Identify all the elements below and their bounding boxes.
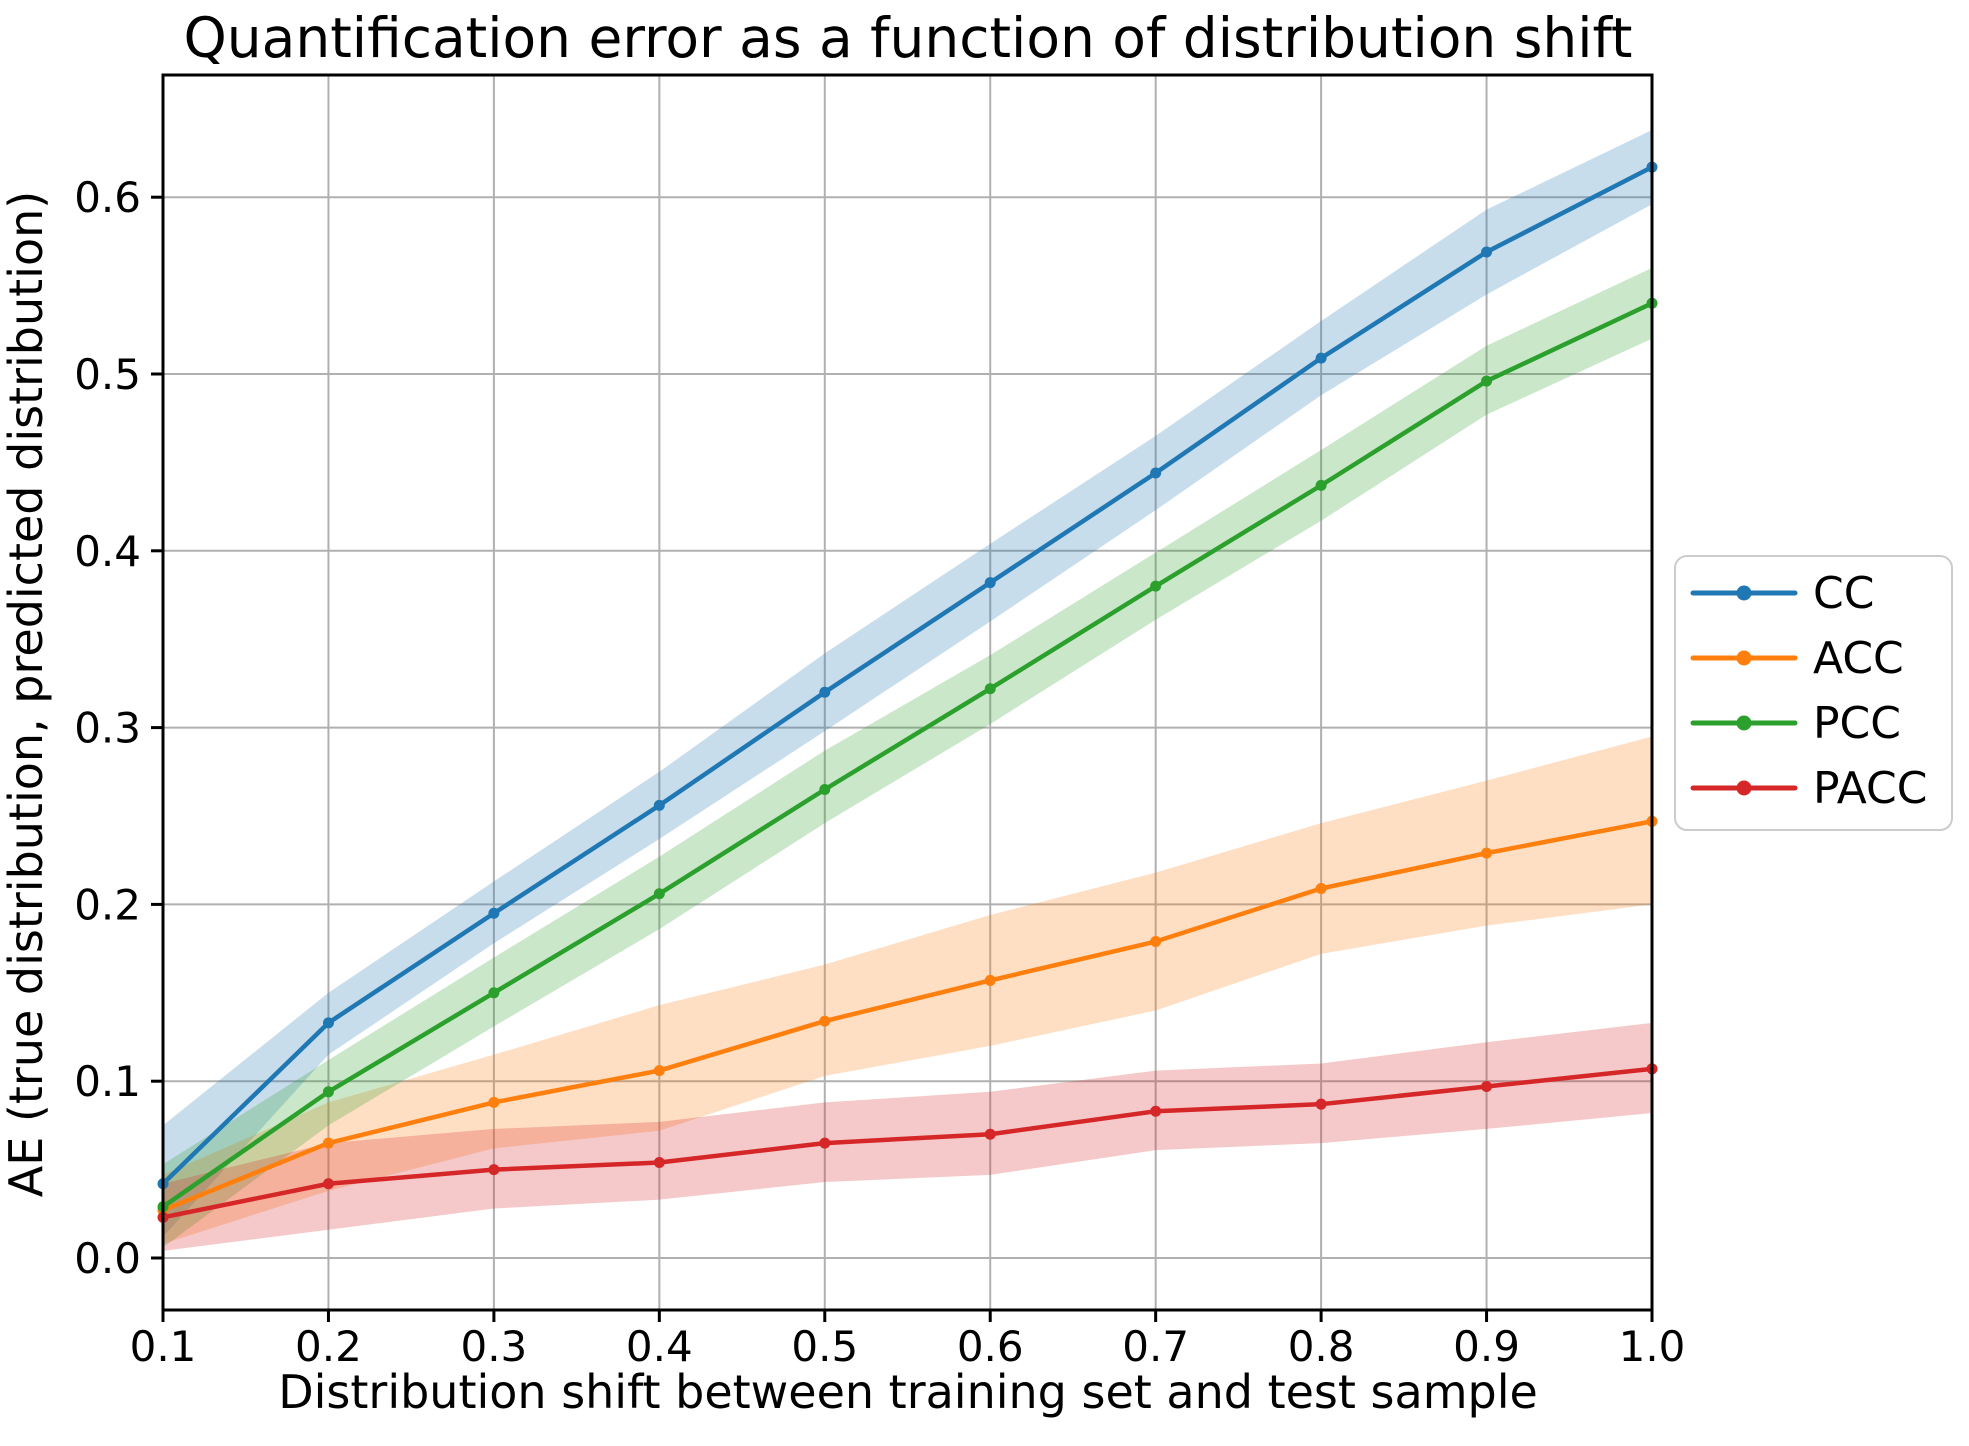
- y-tick-label: 0.3: [74, 704, 141, 753]
- data-point-pacc: [1481, 1081, 1493, 1093]
- confidence-band-acc: [163, 736, 1652, 1244]
- legend-marker: [1736, 780, 1752, 796]
- legend-marker: [1736, 715, 1752, 731]
- data-point-pcc: [322, 1086, 334, 1098]
- data-point-pcc: [1481, 375, 1493, 387]
- axes-spine-layer: [161, 73, 1654, 1312]
- data-point-acc: [653, 1065, 665, 1077]
- x-tick-label: 0.1: [130, 1322, 197, 1371]
- legend-item-pcc: PCC: [1690, 698, 1901, 749]
- data-point-pcc: [984, 683, 996, 695]
- series-line-pcc: [160, 301, 1655, 1209]
- legend-box: [1674, 555, 1953, 831]
- data-point-pacc: [1150, 1105, 1162, 1117]
- x-axis-label: Distribution shift between training set …: [278, 1365, 1538, 1419]
- x-tick-label: 0.4: [626, 1322, 693, 1371]
- x-tick-label: 0.9: [1453, 1322, 1520, 1371]
- x-tick-label: 0.8: [1288, 1322, 1355, 1371]
- data-point-acc: [1481, 847, 1493, 859]
- data-point-cc: [1481, 246, 1493, 258]
- data-point-cc: [984, 577, 996, 589]
- y-axis-label: AE (true distribution, predicted distrib…: [0, 191, 53, 1197]
- data-point-cc: [488, 907, 500, 919]
- data-point-pcc: [1150, 580, 1162, 592]
- y-tick-label: 0.4: [74, 527, 141, 576]
- plot-border: [161, 73, 1654, 1312]
- x-tick-label: 0.7: [1122, 1322, 1189, 1371]
- data-point-pacc: [653, 1157, 665, 1169]
- y-tick-label: 0.2: [74, 880, 141, 929]
- chart-title: Quantification error as a function of di…: [184, 6, 1633, 70]
- data-point-pcc: [488, 987, 500, 999]
- data-point-pacc: [1315, 1098, 1327, 1110]
- x-tick-label: 1.0: [1619, 1322, 1686, 1371]
- legend: CC ACC PCC PACC: [1674, 555, 1953, 831]
- x-tick-label: 0.2: [295, 1322, 362, 1371]
- confidence-band-layer: [163, 130, 1652, 1251]
- legend-label: PCC: [1813, 698, 1901, 749]
- data-point-pacc: [322, 1178, 334, 1190]
- legend-label: PACC: [1813, 763, 1928, 814]
- data-point-pacc: [819, 1137, 831, 1149]
- y-tick-label: 0.6: [74, 173, 141, 222]
- y-tick-label: 0.1: [74, 1057, 141, 1106]
- data-point-cc: [322, 1017, 334, 1029]
- legend-label: CC: [1813, 568, 1874, 619]
- data-point-acc: [984, 974, 996, 986]
- data-point-acc: [819, 1015, 831, 1027]
- data-point-acc: [1150, 936, 1162, 948]
- data-point-cc: [1315, 352, 1327, 364]
- series-line-acc: [160, 819, 1655, 1213]
- data-point-acc: [322, 1137, 334, 1149]
- data-point-cc: [1150, 467, 1162, 479]
- legend-label: ACC: [1813, 633, 1904, 684]
- confidence-band-cc: [163, 130, 1652, 1237]
- legend-marker: [1736, 585, 1752, 601]
- series-line-layer: [157, 161, 1658, 1223]
- tick-layer: 0.1 0.2 0.3 0.4 0.5 0.6 0.7 0.8 0.9 1.0 0.0 0.1 0.2 0…: [74, 173, 1685, 1371]
- data-point-cc: [819, 686, 831, 698]
- legend-marker: [1736, 650, 1752, 666]
- x-tick-label: 0.6: [957, 1322, 1024, 1371]
- data-point-pcc: [653, 888, 665, 900]
- data-point-pacc: [488, 1164, 500, 1176]
- y-tick-label: 0.0: [74, 1234, 141, 1283]
- legend-item-acc: ACC: [1690, 633, 1904, 684]
- series-line-pacc: [160, 1066, 1655, 1220]
- y-tick-label: 0.5: [74, 350, 141, 399]
- data-point-acc: [488, 1096, 500, 1108]
- x-tick-label: 0.5: [791, 1322, 858, 1371]
- data-point-pcc: [1315, 479, 1327, 491]
- data-point-acc: [1315, 882, 1327, 894]
- data-point-pcc: [819, 783, 831, 795]
- data-point-pacc: [984, 1128, 996, 1140]
- legend-item-pacc: PACC: [1690, 763, 1928, 814]
- x-tick-label: 0.3: [460, 1322, 527, 1371]
- legend-item-cc: CC: [1690, 568, 1874, 619]
- data-point-cc: [653, 799, 665, 811]
- series-line-cc: [160, 164, 1655, 1186]
